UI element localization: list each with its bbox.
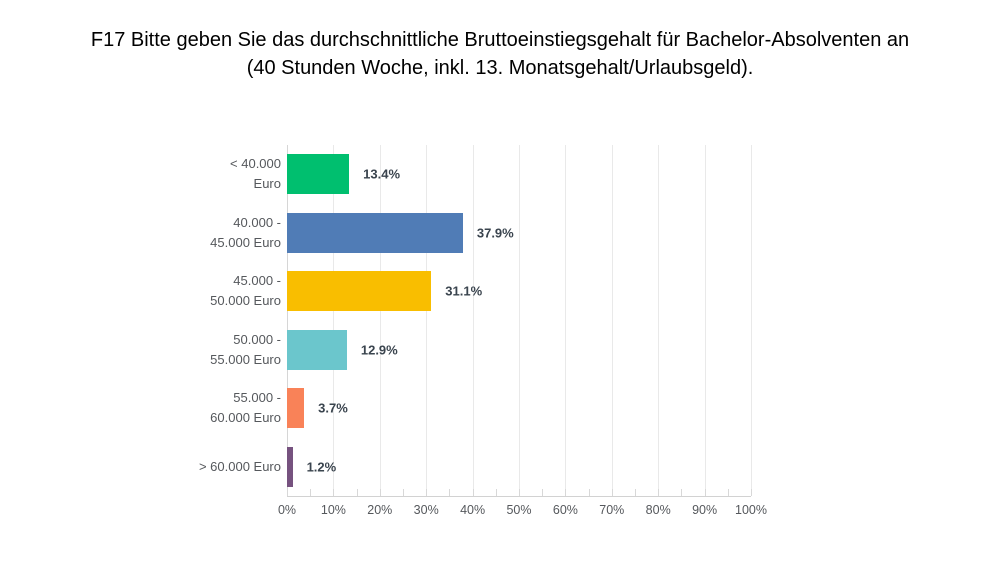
bar-row: 40.000 -45.000 Euro 37.9% <box>0 204 1000 263</box>
bar <box>287 271 432 312</box>
gridline <box>611 145 613 496</box>
gridline <box>704 145 706 496</box>
category-label: 50.000 -55.000 Euro <box>210 331 281 367</box>
value-label: 37.9% <box>476 225 514 241</box>
axis-minor-tick <box>403 489 404 496</box>
axis-minor-tick <box>588 489 590 496</box>
category-label: 40.000 -45.000 Euro <box>210 214 281 250</box>
chart-title: F17 Bitte geben Sie das durchschnittlich… <box>0 26 1000 82</box>
x-axis-tick-label: 50% <box>506 503 532 517</box>
bar <box>287 154 350 195</box>
x-axis-tick-label: 80% <box>645 503 671 517</box>
value-label: 3.7% <box>318 400 348 416</box>
bar <box>287 388 305 429</box>
category-label: 45.000 -50.000 Euro <box>210 273 281 309</box>
chart-title-line-2: (40 Stunden Woche, inkl. 13. Monatsgehal… <box>246 57 754 79</box>
axis-minor-tick <box>495 489 497 496</box>
axis-minor-tick <box>310 489 312 496</box>
bar <box>287 329 347 370</box>
x-axis-tick-label: 20% <box>367 503 393 517</box>
x-axis-tick-label: 10% <box>320 503 346 517</box>
x-axis-tick-label: 70% <box>599 503 625 517</box>
axis-minor-tick <box>635 489 636 496</box>
x-axis-tick-label: 30% <box>413 503 439 517</box>
gridline <box>565 145 567 496</box>
axis-minor-tick <box>379 489 381 496</box>
category-label: > 60.000 Euro <box>198 458 281 474</box>
category-label: < 40.000 Euro <box>230 156 281 192</box>
axis-minor-tick <box>426 489 428 496</box>
gridline <box>751 145 752 496</box>
axis-minor-tick <box>611 489 613 496</box>
gridline <box>519 145 520 496</box>
gridline <box>379 145 381 496</box>
x-axis-tick-label: 90% <box>692 503 718 517</box>
axis-minor-tick <box>287 489 288 496</box>
bar <box>287 446 293 487</box>
axis-minor-tick <box>449 489 451 496</box>
x-axis-tick-label: 100% <box>735 503 767 517</box>
chart-title-line-1: F17 Bitte geben Sie das durchschnittlich… <box>90 29 910 51</box>
bar-row: 55.000 -60.000 Euro 3.7% <box>0 379 1000 438</box>
axis-minor-tick <box>356 489 358 496</box>
gridline <box>658 145 660 496</box>
axis-minor-tick <box>751 489 752 496</box>
axis-minor-tick <box>565 489 567 496</box>
axis-minor-tick <box>542 489 544 496</box>
x-axis-tick-label: 0% <box>277 503 297 517</box>
gridline <box>287 145 288 496</box>
gridline <box>472 145 474 496</box>
value-label: 13.4% <box>363 166 401 182</box>
axis-minor-tick <box>333 489 335 496</box>
axis-minor-tick <box>727 489 729 496</box>
gridline <box>426 145 428 496</box>
plot-area <box>287 145 752 497</box>
bar-row: 45.000 -50.000 Euro 31.1% <box>0 262 1000 321</box>
gridline <box>333 145 335 496</box>
bar-row: > 60.000 Euro 1.2% <box>0 438 1000 497</box>
axis-minor-tick <box>519 489 520 496</box>
axis-minor-tick <box>658 489 660 496</box>
axis-minor-tick <box>704 489 706 496</box>
x-axis-tick-label: 40% <box>460 503 486 517</box>
axis-minor-tick <box>681 489 683 496</box>
value-label: 12.9% <box>360 342 398 358</box>
x-axis: 0% 10% 20% 30% 40% 50% 60% 70% 80% 90% 100% <box>278 503 767 519</box>
x-axis-tick-label: 60% <box>552 503 578 517</box>
bar-row: < 40.000 Euro 13.4% <box>0 145 1000 204</box>
category-label: 55.000 -60.000 Euro <box>210 390 281 426</box>
axis-minor-tick <box>472 489 474 496</box>
bar <box>287 212 463 253</box>
value-label: 31.1% <box>445 283 483 299</box>
value-label: 1.2% <box>306 459 337 475</box>
bar-row: 50.000 -55.000 Euro 12.9% <box>0 321 1000 380</box>
